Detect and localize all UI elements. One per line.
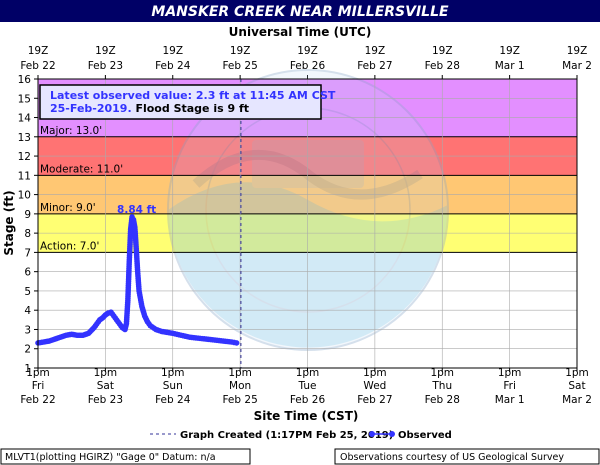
top-tick-label-time: 19Z — [162, 45, 183, 57]
footer-right-box — [334, 448, 600, 465]
band-label-minor: Minor: 9.0' — [40, 202, 96, 214]
footer-left-box — [0, 448, 251, 465]
y-tick-label: 10 — [18, 190, 31, 202]
bottom-tick-label-date: Feb 26 — [290, 394, 326, 406]
y-tick-label: 7 — [24, 247, 31, 259]
band-label-moderate: Moderate: 11.0' — [40, 163, 123, 175]
y-axis-label: Stage (ft) — [2, 190, 16, 255]
bottom-tick-label-date: Feb 23 — [88, 394, 123, 406]
y-tick-label: 1 — [24, 363, 31, 375]
bottom-tick-label-date: Mar 1 — [495, 394, 525, 406]
bottom-tick-label-date: Feb 22 — [20, 394, 55, 406]
legend-observed-label: Observed — [398, 430, 452, 441]
bottom-tick-label-day: Mon — [229, 380, 251, 392]
top-tick-label-time: 19Z — [230, 45, 251, 57]
bottom-tick-label-date: Feb 24 — [155, 394, 191, 406]
bottom-tick-label-day: Sun — [163, 380, 183, 392]
bottom-tick-label-day: Fri — [32, 380, 45, 392]
observed-point — [233, 340, 240, 346]
noaa-seal-watermark — [167, 69, 449, 351]
top-tick-label-date: Feb 26 — [290, 60, 326, 72]
bottom-tick-label-day: Thu — [431, 380, 452, 392]
latest-value-date: 25-Feb-2019. — [50, 102, 132, 115]
bottom-tick-label-time: 1pm — [363, 367, 387, 379]
flood-stage-text: Flood Stage is 9 ft — [132, 102, 249, 115]
top-tick-label-date: Mar 2 — [562, 60, 592, 72]
bottom-tick-label-time: 1pm — [296, 367, 320, 379]
top-tick-label-time: 19Z — [365, 45, 386, 57]
y-tick-label: 3 — [24, 324, 31, 336]
y-tick-label: 8 — [24, 228, 31, 240]
bottom-tick-label-day: Wed — [363, 380, 386, 392]
y-tick-label: 9 — [24, 209, 31, 221]
bottom-tick-label-date: Feb 25 — [222, 394, 257, 406]
peak-label: 8.84 ft — [117, 204, 156, 216]
y-tick-label: 12 — [18, 151, 31, 163]
top-tick-label-time: 19Z — [567, 45, 588, 57]
bottom-tick-label-date: Feb 28 — [425, 394, 460, 406]
legend: Graph Created (1:17PM Feb 25, 2019) Obse… — [150, 430, 452, 441]
latest-value-line1: Latest observed value: 2.3 ft at 11:45 A… — [50, 89, 336, 102]
bottom-tick-label-day: Tue — [298, 380, 317, 392]
footer-credit-text: Observations courtesy of US Geological S… — [340, 452, 564, 463]
top-tick-label-date: Mar 1 — [495, 60, 525, 72]
bottom-tick-label-time: 1pm — [26, 367, 50, 379]
bottom-tick-label-day: Fri — [503, 380, 516, 392]
top-tick-label-date: Feb 22 — [20, 60, 55, 72]
title-bar — [0, 0, 600, 22]
legend-observed-marker-right — [389, 431, 395, 437]
band-label-action: Action: 7.0' — [40, 240, 99, 252]
y-tick-label: 13 — [18, 132, 31, 144]
bottom-tick-label-time: 1pm — [498, 367, 522, 379]
top-tick-label-time: 19Z — [499, 45, 520, 57]
top-tick-label-date: Feb 27 — [357, 60, 392, 72]
top-tick-label-time: 19Z — [432, 45, 453, 57]
x-axis-label: Site Time (CST) — [254, 409, 359, 423]
latest-value-box: Latest observed value: 2.3 ft at 11:45 A… — [39, 84, 336, 120]
y-tick-label: 6 — [24, 267, 31, 279]
y-tick-label: 2 — [24, 344, 31, 356]
footer-datum-text: MLVT1(plotting HGIRZ) "Gage 0" Datum: n/… — [5, 452, 216, 463]
top-tick-label-date: Feb 28 — [425, 60, 460, 72]
bottom-tick-label-date: Feb 27 — [357, 394, 392, 406]
top-tick-label-time: 19Z — [95, 45, 116, 57]
y-tick-label: 4 — [24, 305, 31, 317]
latest-value-line2: 25-Feb-2019. Flood Stage is 9 ft — [50, 102, 249, 115]
bottom-tick-label-day: Sat — [97, 380, 114, 392]
bottom-tick-label-time: 1pm — [565, 367, 589, 379]
top-tick-label-date: Feb 25 — [222, 60, 257, 72]
y-tick-label: 16 — [18, 74, 32, 86]
y-tick-label: 5 — [24, 286, 31, 298]
bottom-tick-label-date: Mar 2 — [562, 394, 592, 406]
top-tick-label-date: Feb 24 — [155, 60, 191, 72]
chart-title: MANSKER CREEK NEAR MILLERSVILLE — [151, 4, 449, 20]
legend-observed-marker-left — [369, 431, 375, 437]
band-label-major: Major: 13.0' — [40, 125, 102, 137]
legend-graph-created-label: Graph Created (1:17PM Feb 25, 2019) — [180, 430, 393, 441]
bottom-tick-label-time: 1pm — [161, 367, 185, 379]
top-tick-label-time: 19Z — [28, 45, 49, 57]
y-tick-label: 14 — [18, 113, 32, 125]
bottom-tick-label-day: Sat — [568, 380, 585, 392]
y-tick-label: 11 — [18, 170, 31, 182]
bottom-tick-label-time: 1pm — [430, 367, 454, 379]
y-tick-label: 15 — [18, 93, 31, 105]
top-tick-label-date: Feb 23 — [88, 60, 123, 72]
bottom-tick-label-time: 1pm — [228, 367, 252, 379]
top-tick-label-time: 19Z — [297, 45, 318, 57]
bottom-tick-label-time: 1pm — [94, 367, 118, 379]
top-axis-title: Universal Time (UTC) — [229, 25, 372, 39]
